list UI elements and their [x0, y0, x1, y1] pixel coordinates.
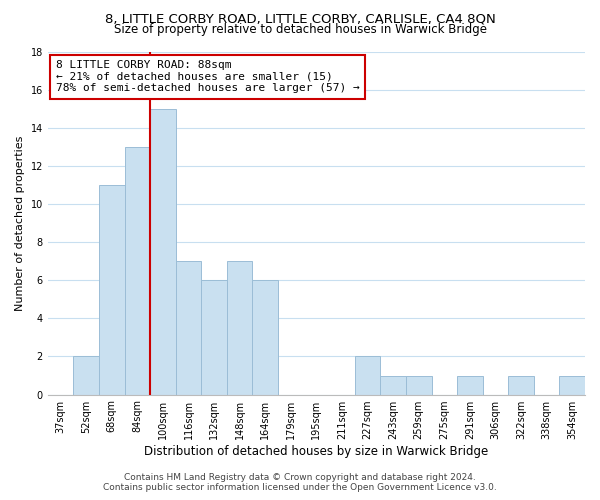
Bar: [73, 356, 99, 395]
Text: Size of property relative to detached houses in Warwick Bridge: Size of property relative to detached ho…: [113, 22, 487, 36]
Bar: [125, 147, 150, 394]
Bar: [253, 280, 278, 394]
Bar: [457, 376, 482, 394]
Text: 8 LITTLE CORBY ROAD: 88sqm
← 21% of detached houses are smaller (15)
78% of semi: 8 LITTLE CORBY ROAD: 88sqm ← 21% of deta…: [56, 60, 359, 94]
Bar: [508, 376, 534, 394]
Bar: [201, 280, 227, 394]
Bar: [406, 376, 431, 394]
Bar: [355, 356, 380, 395]
Bar: [559, 376, 585, 394]
Bar: [99, 185, 125, 394]
Y-axis label: Number of detached properties: Number of detached properties: [15, 136, 25, 310]
Bar: [150, 108, 176, 395]
X-axis label: Distribution of detached houses by size in Warwick Bridge: Distribution of detached houses by size …: [144, 444, 488, 458]
Bar: [380, 376, 406, 394]
Bar: [176, 261, 201, 394]
Text: 8, LITTLE CORBY ROAD, LITTLE CORBY, CARLISLE, CA4 8QN: 8, LITTLE CORBY ROAD, LITTLE CORBY, CARL…: [104, 12, 496, 26]
Bar: [227, 261, 253, 394]
Text: Contains HM Land Registry data © Crown copyright and database right 2024.
Contai: Contains HM Land Registry data © Crown c…: [103, 473, 497, 492]
